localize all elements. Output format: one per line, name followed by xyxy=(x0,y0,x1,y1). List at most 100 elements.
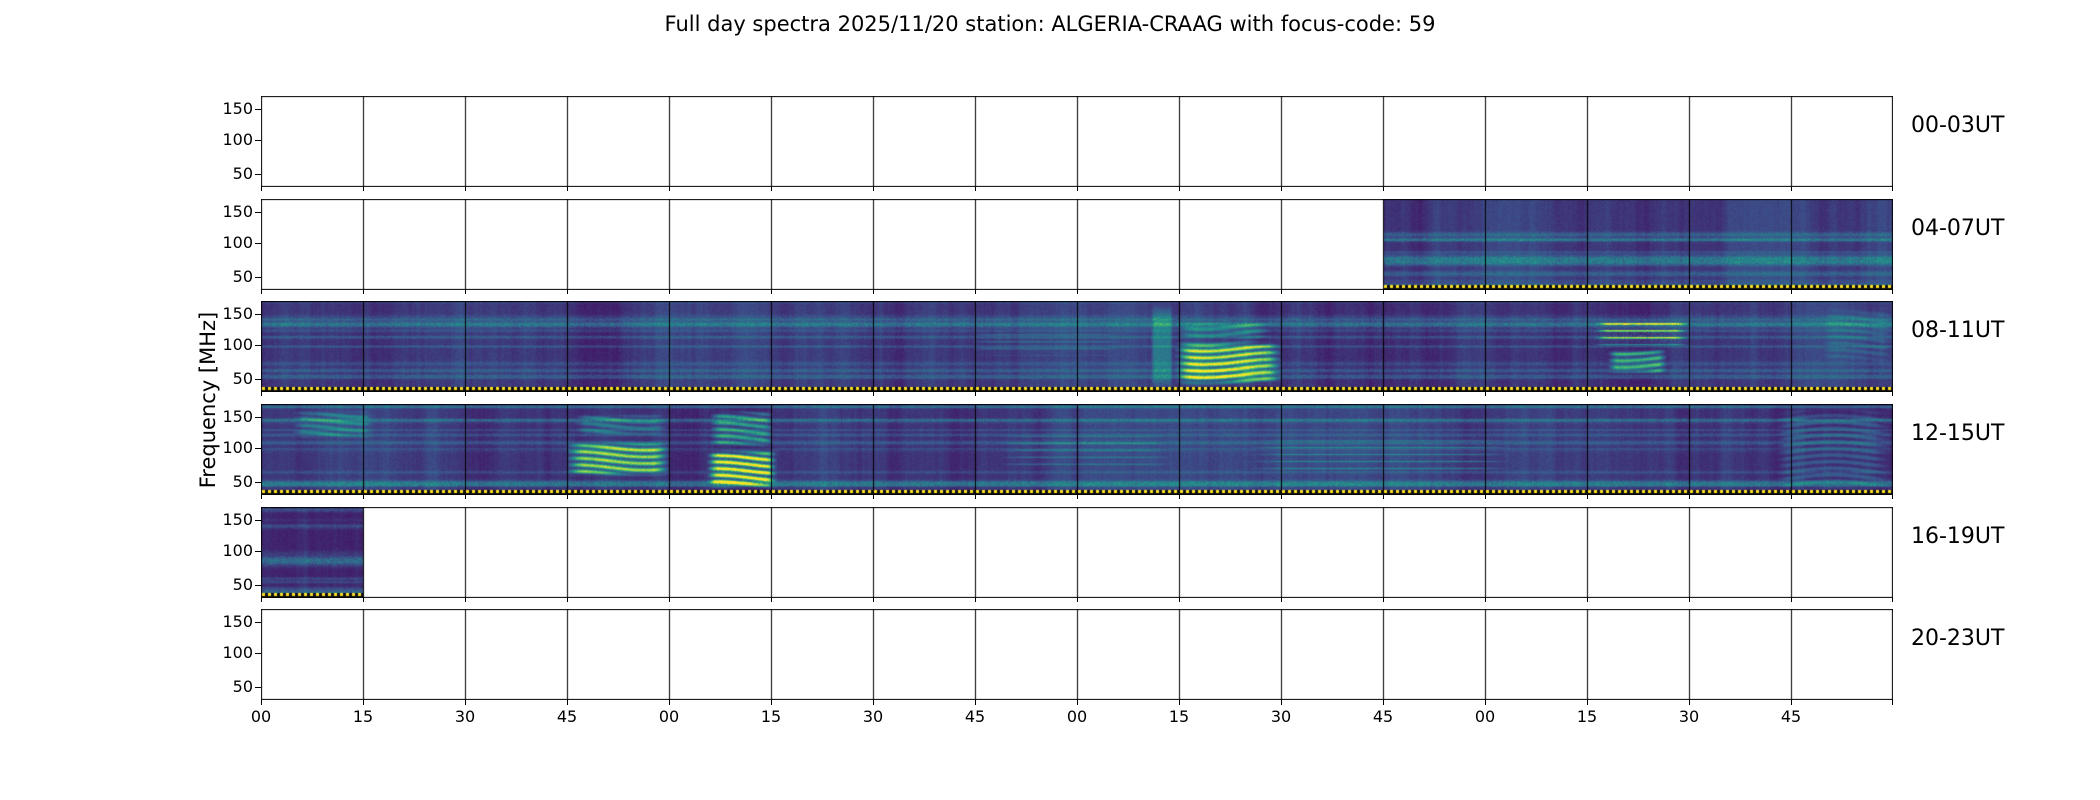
x-tick-mark xyxy=(567,187,568,191)
row-time-label: 20-23UT xyxy=(1911,626,2005,651)
x-tick-label: 00 xyxy=(658,707,680,726)
spectrogram-canvas xyxy=(261,301,1893,392)
x-tick-mark xyxy=(1587,290,1588,294)
x-tick-mark xyxy=(1485,700,1486,705)
x-tick-mark xyxy=(873,700,874,705)
y-tick-mark xyxy=(255,687,261,688)
x-tick-mark xyxy=(771,392,772,396)
x-tick-mark xyxy=(1383,495,1384,499)
x-tick-mark xyxy=(1791,700,1792,705)
y-tick-mark xyxy=(255,448,261,449)
x-tick-mark xyxy=(1281,187,1282,191)
x-tick-mark xyxy=(873,495,874,499)
x-tick-mark xyxy=(975,598,976,602)
x-tick-mark xyxy=(1281,700,1282,705)
x-tick-mark xyxy=(873,392,874,396)
spectrogram-canvas xyxy=(261,199,1893,290)
x-tick-label: 00 xyxy=(1474,707,1496,726)
row-time-label: 08-11UT xyxy=(1911,318,2005,343)
x-tick-mark xyxy=(1892,392,1893,396)
x-tick-mark xyxy=(567,495,568,499)
x-tick-mark xyxy=(771,598,772,602)
x-tick-mark xyxy=(261,290,262,294)
spectrogram-canvas xyxy=(261,96,1893,187)
x-tick-mark xyxy=(567,392,568,396)
spectrogram-canvas xyxy=(261,507,1893,598)
y-tick-mark xyxy=(255,520,261,521)
y-tick-mark xyxy=(255,314,261,315)
x-tick-mark xyxy=(771,187,772,191)
x-tick-mark xyxy=(1179,495,1180,499)
x-tick-mark xyxy=(669,495,670,499)
spectrogram-row-08-11UT: 150 100 50 08-11UT xyxy=(222,301,2004,396)
x-tick-mark xyxy=(873,290,874,294)
y-tick-label: 100 xyxy=(222,438,253,457)
x-tick-label: 00 xyxy=(1066,707,1088,726)
y-tick-label: 50 xyxy=(232,164,253,183)
x-tick-mark xyxy=(1892,290,1893,294)
x-tick-mark xyxy=(1587,392,1588,396)
x-tick-mark xyxy=(975,187,976,191)
y-tick-mark xyxy=(255,277,261,278)
x-tick-mark xyxy=(1892,187,1893,191)
y-tick-mark xyxy=(255,417,261,418)
x-tick-mark xyxy=(1281,495,1282,499)
x-tick-mark xyxy=(771,700,772,705)
x-tick-mark xyxy=(465,392,466,396)
x-tick-mark xyxy=(1179,598,1180,602)
x-tick-mark xyxy=(567,700,568,705)
x-tick-mark xyxy=(1892,700,1893,705)
x-tick-mark xyxy=(1179,700,1180,705)
x-tick-mark xyxy=(1383,290,1384,294)
x-tick-mark xyxy=(1689,495,1690,499)
y-tick-label: 50 xyxy=(232,369,253,388)
x-tick-mark xyxy=(975,700,976,705)
x-tick-mark xyxy=(771,495,772,499)
y-tick-label: 100 xyxy=(222,335,253,354)
y-tick-mark xyxy=(255,482,261,483)
x-tick-label: 30 xyxy=(454,707,476,726)
spectrogram-canvas xyxy=(261,404,1893,495)
x-tick-mark xyxy=(1077,495,1078,499)
x-tick-mark xyxy=(1791,290,1792,294)
spectrogram-row-16-19UT: 150 100 50 16-19UT xyxy=(222,507,2004,602)
x-tick-mark xyxy=(1179,392,1180,396)
x-tick-mark xyxy=(1383,392,1384,396)
x-tick-mark xyxy=(1892,495,1893,499)
x-tick-mark xyxy=(363,290,364,294)
x-tick-mark xyxy=(1485,392,1486,396)
spectrogram-row-04-07UT: 150 100 50 04-07UT xyxy=(222,199,2004,294)
x-tick-mark xyxy=(261,700,262,705)
x-tick-label: 15 xyxy=(760,707,782,726)
x-tick-mark xyxy=(567,598,568,602)
y-tick-label: 100 xyxy=(222,643,253,662)
y-tick-label: 50 xyxy=(232,472,253,491)
x-tick-mark xyxy=(669,187,670,191)
row-time-label: 16-19UT xyxy=(1911,524,2005,549)
x-tick-label: 30 xyxy=(862,707,884,726)
x-tick-mark xyxy=(363,392,364,396)
y-tick-label: 150 xyxy=(222,304,253,323)
y-tick-label: 150 xyxy=(222,407,253,426)
x-tick-mark xyxy=(1587,598,1588,602)
y-tick-label: 100 xyxy=(222,541,253,560)
x-tick-mark xyxy=(363,495,364,499)
x-tick-mark xyxy=(261,392,262,396)
x-tick-label: 15 xyxy=(1168,707,1190,726)
x-tick-mark xyxy=(1077,598,1078,602)
x-tick-mark xyxy=(363,187,364,191)
x-tick-mark xyxy=(363,700,364,705)
spectrogram-row-12-15UT: 150 100 50 12-15UT xyxy=(222,404,2004,499)
y-tick-mark xyxy=(255,109,261,110)
x-tick-mark xyxy=(1689,392,1690,396)
spectrogram-row-20-23UT: 150 100 50 20-23UT xyxy=(222,609,2004,705)
x-tick-mark xyxy=(975,290,976,294)
x-tick-mark xyxy=(1791,392,1792,396)
x-tick-mark xyxy=(669,700,670,705)
x-tick-mark xyxy=(465,187,466,191)
x-tick-mark xyxy=(1281,598,1282,602)
x-tick-mark xyxy=(1689,598,1690,602)
spectrogram-canvas xyxy=(261,609,1893,700)
x-tick-mark xyxy=(465,700,466,705)
